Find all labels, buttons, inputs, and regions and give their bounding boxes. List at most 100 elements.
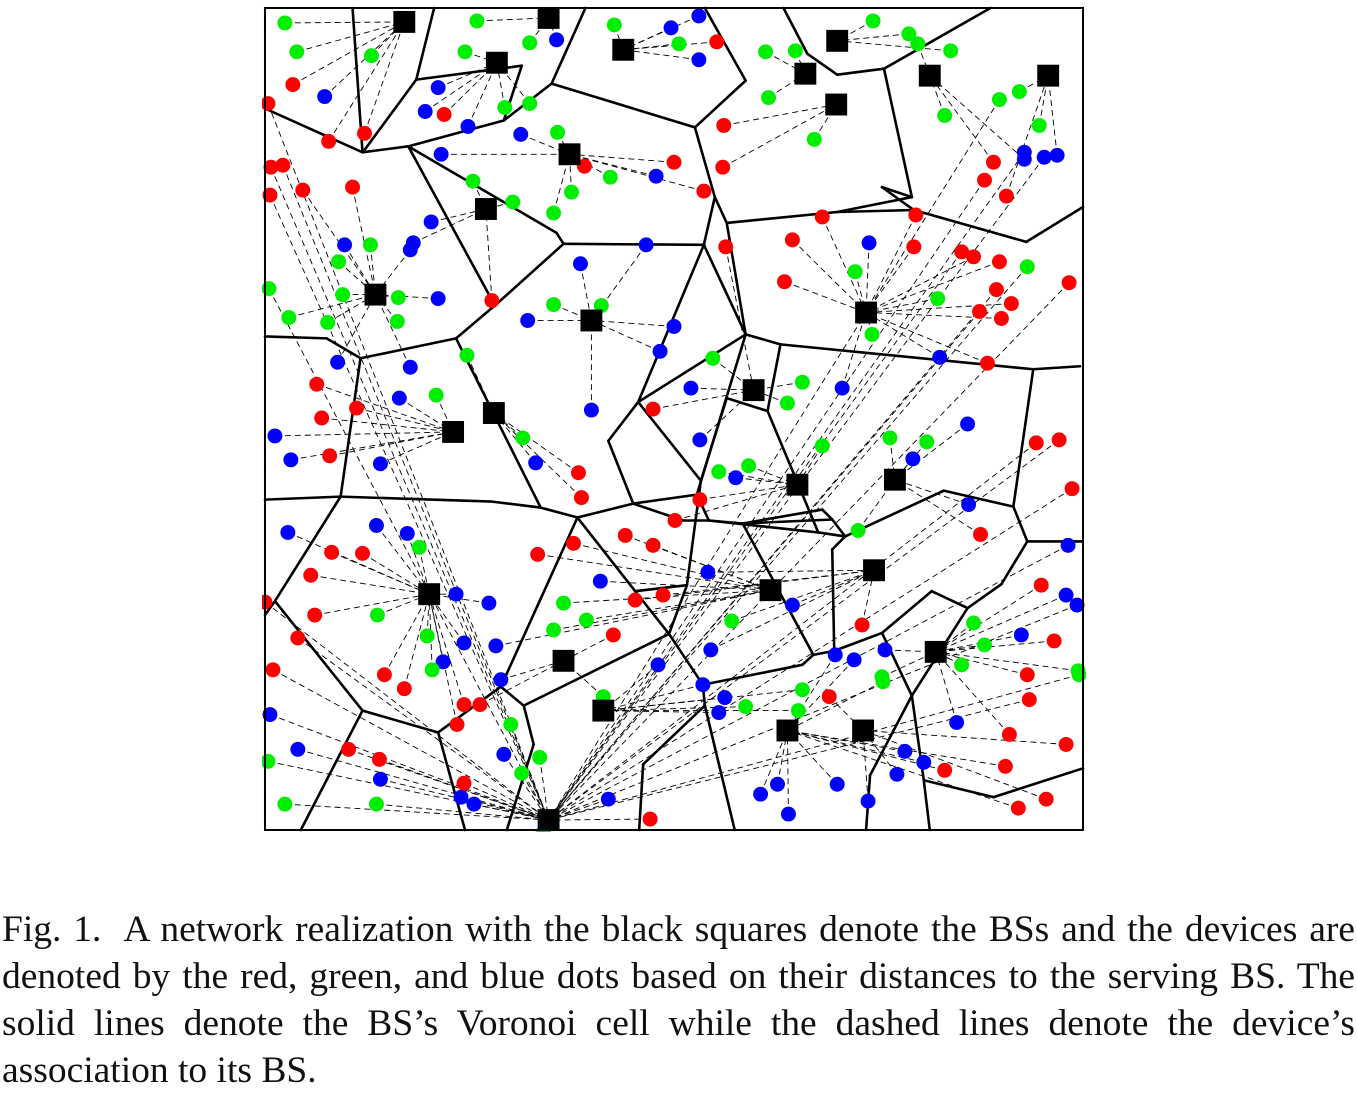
voronoi-edge xyxy=(414,6,436,81)
green-device-dot xyxy=(389,314,405,329)
base-station-square xyxy=(592,699,615,722)
red-device-dot xyxy=(1033,577,1049,593)
voronoi-edge xyxy=(992,767,1085,799)
association-line xyxy=(292,21,405,86)
voronoi-edge xyxy=(263,599,277,617)
association-line xyxy=(603,710,719,714)
voronoi-edge xyxy=(273,495,342,603)
blue-device-dot xyxy=(572,256,588,272)
red-device-dot xyxy=(324,544,340,560)
green-device-dot xyxy=(977,637,992,653)
blue-device-dot xyxy=(860,793,876,809)
voronoi-edge xyxy=(806,52,839,76)
association-line xyxy=(548,442,1037,821)
green-device-dot xyxy=(865,13,881,29)
association-line xyxy=(548,266,1028,821)
voronoi-edge xyxy=(273,599,364,712)
association-line xyxy=(380,778,549,821)
voronoi-edge xyxy=(922,778,995,799)
association-line xyxy=(894,479,981,535)
network-figure xyxy=(262,6,1086,832)
blue-device-dot xyxy=(711,705,727,721)
voronoi-edge xyxy=(880,589,934,635)
green-device-dot xyxy=(943,43,959,59)
association-line xyxy=(929,75,994,163)
association-line xyxy=(865,256,974,313)
red-device-dot xyxy=(966,249,982,265)
association-line xyxy=(272,669,549,821)
green-device-dot xyxy=(281,310,297,325)
green-device-dot xyxy=(602,169,618,185)
voronoi-edge xyxy=(880,185,916,212)
association-line xyxy=(352,187,376,295)
green-device-dot xyxy=(515,430,531,446)
voronoi-edge xyxy=(830,535,847,551)
voronoi-edge xyxy=(505,743,535,832)
red-device-dot xyxy=(1001,727,1017,742)
blue-device-dot xyxy=(846,652,862,668)
association-line xyxy=(707,569,875,573)
association-line xyxy=(894,479,969,506)
base-station-square xyxy=(863,559,885,582)
blue-device-dot xyxy=(583,402,599,418)
voronoi-edge xyxy=(406,119,506,148)
green-device-dot xyxy=(705,350,721,366)
blue-device-dot xyxy=(1049,147,1065,163)
blue-device-dot xyxy=(1016,144,1032,160)
voronoi-edge xyxy=(880,185,914,199)
blue-device-dot xyxy=(700,564,716,580)
green-device-dot xyxy=(550,124,566,140)
green-device-dot xyxy=(522,96,538,111)
green-device-dot xyxy=(390,290,406,306)
association-line xyxy=(376,525,430,595)
association-line xyxy=(548,289,997,821)
green-device-dot xyxy=(1031,117,1047,133)
blue-device-dot xyxy=(753,786,769,802)
association-line xyxy=(548,99,1000,821)
green-device-dot xyxy=(277,796,293,812)
association-line xyxy=(862,730,869,802)
green-device-dot xyxy=(1019,259,1035,275)
association-line xyxy=(267,760,549,821)
red-device-dot xyxy=(355,545,370,561)
association-line xyxy=(569,153,704,192)
green-device-dot xyxy=(814,438,830,454)
red-device-dot xyxy=(715,159,731,175)
base-station-square xyxy=(852,719,875,742)
voronoi-edges xyxy=(263,6,1085,832)
blue-device-dot xyxy=(433,146,449,162)
base-station-square xyxy=(558,143,581,166)
association-line xyxy=(653,389,754,410)
voronoi-edge xyxy=(930,589,969,610)
association-line xyxy=(821,216,867,313)
voronoi-edge xyxy=(325,337,362,360)
association-line xyxy=(787,654,836,731)
green-device-dot xyxy=(711,464,727,480)
green-device-dot xyxy=(546,622,562,638)
green-device-dot xyxy=(794,682,810,698)
blue-device-dot xyxy=(513,126,529,142)
red-device-dot xyxy=(997,758,1013,774)
blue-device-dot xyxy=(780,806,796,822)
blue-device-dot xyxy=(290,741,306,757)
association-line xyxy=(935,651,1079,672)
association-line xyxy=(356,407,454,433)
green-device-dot xyxy=(930,291,946,307)
association-line xyxy=(841,312,867,389)
green-device-dot xyxy=(277,15,293,31)
green-device-dot xyxy=(991,92,1007,108)
association-line xyxy=(603,664,659,711)
green-device-dot xyxy=(556,595,571,611)
association-line xyxy=(787,730,1019,809)
green-device-dot xyxy=(779,395,795,411)
voronoi-edge xyxy=(490,500,542,509)
red-device-dot xyxy=(349,400,365,416)
voronoi-edge xyxy=(1012,505,1029,543)
base-station-square xyxy=(786,473,809,496)
association-line xyxy=(1005,75,1049,197)
association-line xyxy=(935,584,1042,653)
association-line xyxy=(321,417,454,433)
green-device-dot xyxy=(428,387,444,403)
blue-device-dot xyxy=(1013,627,1029,643)
voronoi-edge xyxy=(1025,205,1085,244)
